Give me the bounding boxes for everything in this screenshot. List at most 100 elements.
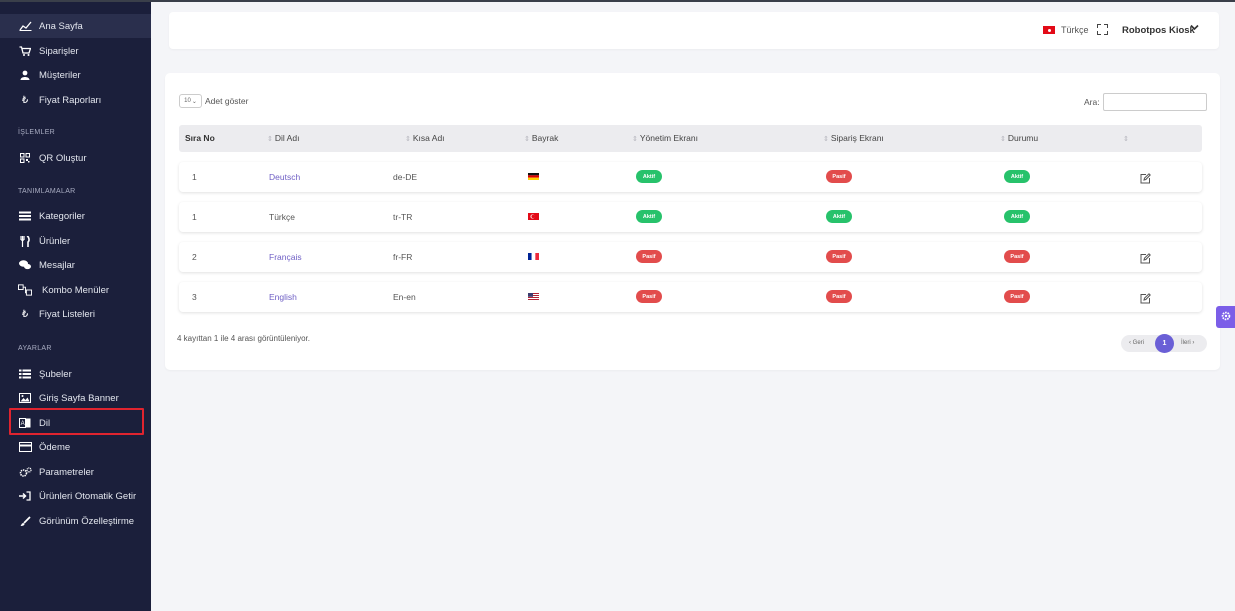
col-kisa-adi[interactable]: ⇕ Kısa Adı [405, 133, 445, 143]
sidebar-item-qr-olustur[interactable]: QR Oluştur [0, 146, 151, 170]
table-header: Sıra No ⇕ Dil Adı ⇕ Kısa Adı ⇕ Bayrak ⇕ Yöne… [179, 125, 1202, 152]
cell-sira-no: 3 [192, 292, 197, 302]
table-row: 2 Français fr-FR Pasif Pasif Pasif [179, 242, 1202, 272]
sidebar-item-label: Müşteriler [39, 69, 81, 81]
sidebar-item-gorunum-ozellestirme[interactable]: Görünüm Özelleştirme [0, 509, 151, 533]
cell-dil-adi[interactable]: Français [269, 252, 302, 262]
section-ayarlar: AYARLAR [18, 345, 52, 352]
sign-in-icon [18, 490, 32, 502]
col-durumu[interactable]: ⇕ Durumu [1000, 133, 1039, 143]
sidebar-item-kombo-menuler[interactable]: Kombo Menüler [0, 278, 151, 302]
list-icon [18, 368, 32, 380]
edit-icon[interactable] [1140, 251, 1151, 264]
pagination: ‹ Geri 1 İleri › [1121, 334, 1207, 353]
language-selector[interactable]: Türkçe [1061, 25, 1089, 35]
siparis-ekrani-badge[interactable]: Pasif [826, 290, 852, 303]
chart-line-icon [18, 20, 32, 32]
sidebar-item-label: Ana Sayfa [39, 20, 83, 32]
sidebar-item-ana-sayfa[interactable]: Ana Sayfa [0, 14, 151, 38]
sidebar-item-subeler[interactable]: Şubeler [0, 362, 151, 386]
siparis-ekrani-badge[interactable]: Aktif [826, 210, 852, 223]
sidebar-item-siparisler[interactable]: Siparişler [0, 39, 151, 63]
cell-dil-adi[interactable]: English [269, 292, 297, 302]
siparis-ekrani-badge[interactable]: Pasif [826, 170, 852, 183]
sidebar-item-label: Ürünler [39, 235, 71, 247]
durumu-badge[interactable]: Aktif [1004, 170, 1030, 183]
sidebar-item-label: Kategoriler [39, 210, 85, 222]
section-islemler: İŞLEMLER [18, 129, 56, 136]
col-sira-no[interactable]: Sıra No [185, 133, 215, 143]
brush-icon [18, 515, 32, 527]
sidebar-item-label: Giriş Sayfa Banner [39, 392, 119, 404]
col-dil-adi[interactable]: ⇕ Dil Adı [267, 133, 300, 143]
tr-flag-icon [528, 213, 539, 220]
durumu-badge[interactable]: Pasif [1004, 290, 1030, 303]
page-length-label: Adet göster [205, 96, 249, 106]
sidebar-item-urunleri-otomatik-getir[interactable]: Ürünleri Otomatik Getir [0, 484, 151, 508]
sidebar-item-label: Şubeler [39, 368, 72, 380]
page-length-select[interactable]: 10 ⌄ [179, 94, 202, 108]
cart-icon [18, 45, 32, 57]
language-icon: A [18, 417, 32, 429]
prev-page-button[interactable]: ‹ Geri [1129, 340, 1144, 346]
utensils-icon [18, 235, 32, 247]
col-actions[interactable]: ⇕ [1123, 136, 1129, 143]
sidebar-item-musteriler[interactable]: Müşteriler [0, 63, 151, 87]
sidebar-item-urunler[interactable]: Ürünler [0, 229, 151, 253]
fullscreen-icon[interactable] [1097, 24, 1108, 35]
sidebar-item-label: Ödeme [39, 441, 71, 453]
sidebar-item-odeme[interactable]: Ödeme [0, 435, 151, 459]
sidebar-item-fiyat-raporlari[interactable]: ₺ Fiyat Raporları [0, 88, 151, 112]
lira-icon: ₺ [21, 308, 29, 320]
table-row: 3 English En-en Pasif Pasif Pasif [179, 282, 1202, 312]
user-icon [18, 69, 32, 81]
col-bayrak[interactable]: ⇕ Bayrak [524, 133, 559, 143]
col-siparis-ekrani[interactable]: ⇕ Sipariş Ekranı [823, 133, 884, 143]
cell-kisa-adi: En-en [393, 292, 416, 302]
yonetim-ekrani-badge[interactable]: Pasif [636, 290, 662, 303]
cell-sira-no: 1 [192, 172, 197, 182]
chevron-down-icon[interactable] [1190, 23, 1199, 34]
cell-sira-no: 1 [192, 212, 197, 222]
sidebar-item-label: Mesajlar [39, 259, 75, 271]
edit-icon[interactable] [1140, 291, 1151, 304]
next-page-button[interactable]: İleri › [1181, 340, 1195, 346]
languages-card: 10 ⌄ Adet göster Ara: Sıra No ⇕ Dil Adı ⇕ K… [165, 73, 1220, 370]
yonetim-ekrani-badge[interactable]: Pasif [636, 250, 662, 263]
svg-text:A: A [21, 421, 25, 427]
chat-icon [18, 259, 32, 271]
cell-kisa-adi: fr-FR [393, 252, 413, 262]
sidebar-item-fiyat-listeleri[interactable]: ₺ Fiyat Listeleri [0, 302, 151, 326]
col-yonetim-ekrani[interactable]: ⇕ Yönetim Ekranı [632, 133, 698, 143]
yonetim-ekrani-badge[interactable]: Aktif [636, 210, 662, 223]
tr-flag-icon [1043, 26, 1055, 34]
sidebar-item-label: Siparişler [39, 45, 79, 57]
section-tanimlamalar: TANIMLAMALAR [18, 188, 76, 195]
gear-icon [1221, 308, 1231, 326]
fr-flag-icon [528, 253, 539, 260]
sidebar-item-giris-sayfa-banner[interactable]: Giriş Sayfa Banner [0, 386, 151, 410]
sidebar-item-mesajlar[interactable]: Mesajlar [0, 253, 151, 277]
image-icon [18, 392, 32, 404]
sidebar-item-label: Fiyat Listeleri [39, 308, 95, 320]
sidebar-item-label: Dil [39, 417, 51, 429]
cell-dil-adi[interactable]: Deutsch [269, 172, 301, 182]
lira-icon: ₺ [21, 94, 29, 106]
siparis-ekrani-badge[interactable]: Pasif [826, 250, 852, 263]
sidebar-item-label: Parametreler [39, 466, 94, 478]
page-1-button[interactable]: 1 [1155, 334, 1174, 353]
sidebar-item-parametreler[interactable]: Parametreler [0, 460, 151, 484]
cell-kisa-adi: de-DE [393, 172, 418, 182]
table-info: 4 kayıttan 1 ile 4 arası görüntüleniyor. [177, 334, 310, 343]
search-input[interactable] [1103, 93, 1207, 111]
sidebar-item-dil[interactable]: A Dil [0, 411, 151, 435]
sidebar-item-label: Kombo Menüler [42, 284, 110, 296]
edit-icon[interactable] [1140, 171, 1151, 184]
yonetim-ekrani-badge[interactable]: Aktif [636, 170, 662, 183]
sidebar-item-kategoriler[interactable]: Kategoriler [0, 204, 151, 228]
durumu-badge[interactable]: Pasif [1004, 250, 1030, 263]
durumu-badge[interactable]: Aktif [1004, 210, 1030, 223]
user-menu[interactable]: Robotpos Kiosk [1122, 25, 1195, 36]
settings-gear-tab[interactable] [1216, 306, 1235, 328]
top-header: Türkçe Robotpos Kiosk [169, 12, 1219, 49]
